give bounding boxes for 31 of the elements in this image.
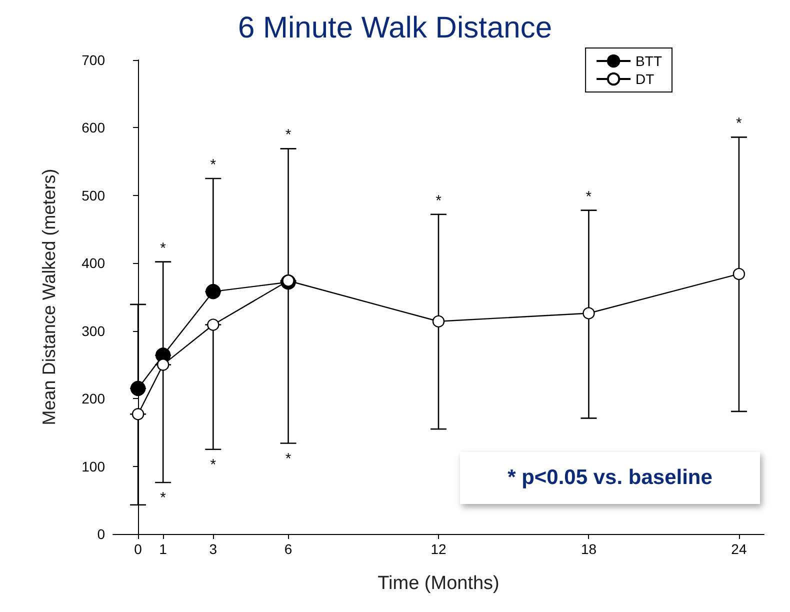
annotation: * xyxy=(210,456,216,474)
y-tick-label: 700 xyxy=(82,52,106,68)
annotation: * xyxy=(210,156,216,174)
y-tick-label: 100 xyxy=(82,458,106,474)
chart-title: 6 Minute Walk Distance xyxy=(238,12,552,44)
note-box: * p<0.05 vs. baseline xyxy=(460,452,760,504)
x-tick-label: 12 xyxy=(430,541,446,557)
y-tick-label: 200 xyxy=(82,390,106,407)
y-tick-label: 500 xyxy=(82,187,106,204)
x-axis-title: Time (Months) xyxy=(378,573,500,594)
x-tick-label: 0 xyxy=(134,541,142,557)
annotation: * xyxy=(160,240,166,257)
legend-label: DT xyxy=(636,71,655,87)
x-tick-label: 3 xyxy=(209,541,218,557)
y-tick-label: 0 xyxy=(97,526,106,542)
annotation: * xyxy=(736,115,742,132)
x-tick-label: 18 xyxy=(580,541,597,557)
y-tick-label: 600 xyxy=(82,120,106,136)
x-tick-label: 1 xyxy=(159,541,168,557)
annotation: * xyxy=(160,490,166,507)
x-tick-label: 24 xyxy=(731,541,747,557)
x-tick-label: 6 xyxy=(284,541,292,557)
annotation: * xyxy=(436,192,442,210)
annotation: * p<0.05 vs. baseline xyxy=(508,466,712,490)
y-tick-label: 400 xyxy=(82,255,106,272)
legend-label: BTT xyxy=(636,53,662,69)
annotation: * xyxy=(586,188,592,206)
y-axis-title: Mean Distance Walked (meters) xyxy=(39,168,59,426)
annotation: * xyxy=(285,450,292,468)
annotation: * xyxy=(285,126,292,144)
y-tick-label: 300 xyxy=(82,322,106,339)
